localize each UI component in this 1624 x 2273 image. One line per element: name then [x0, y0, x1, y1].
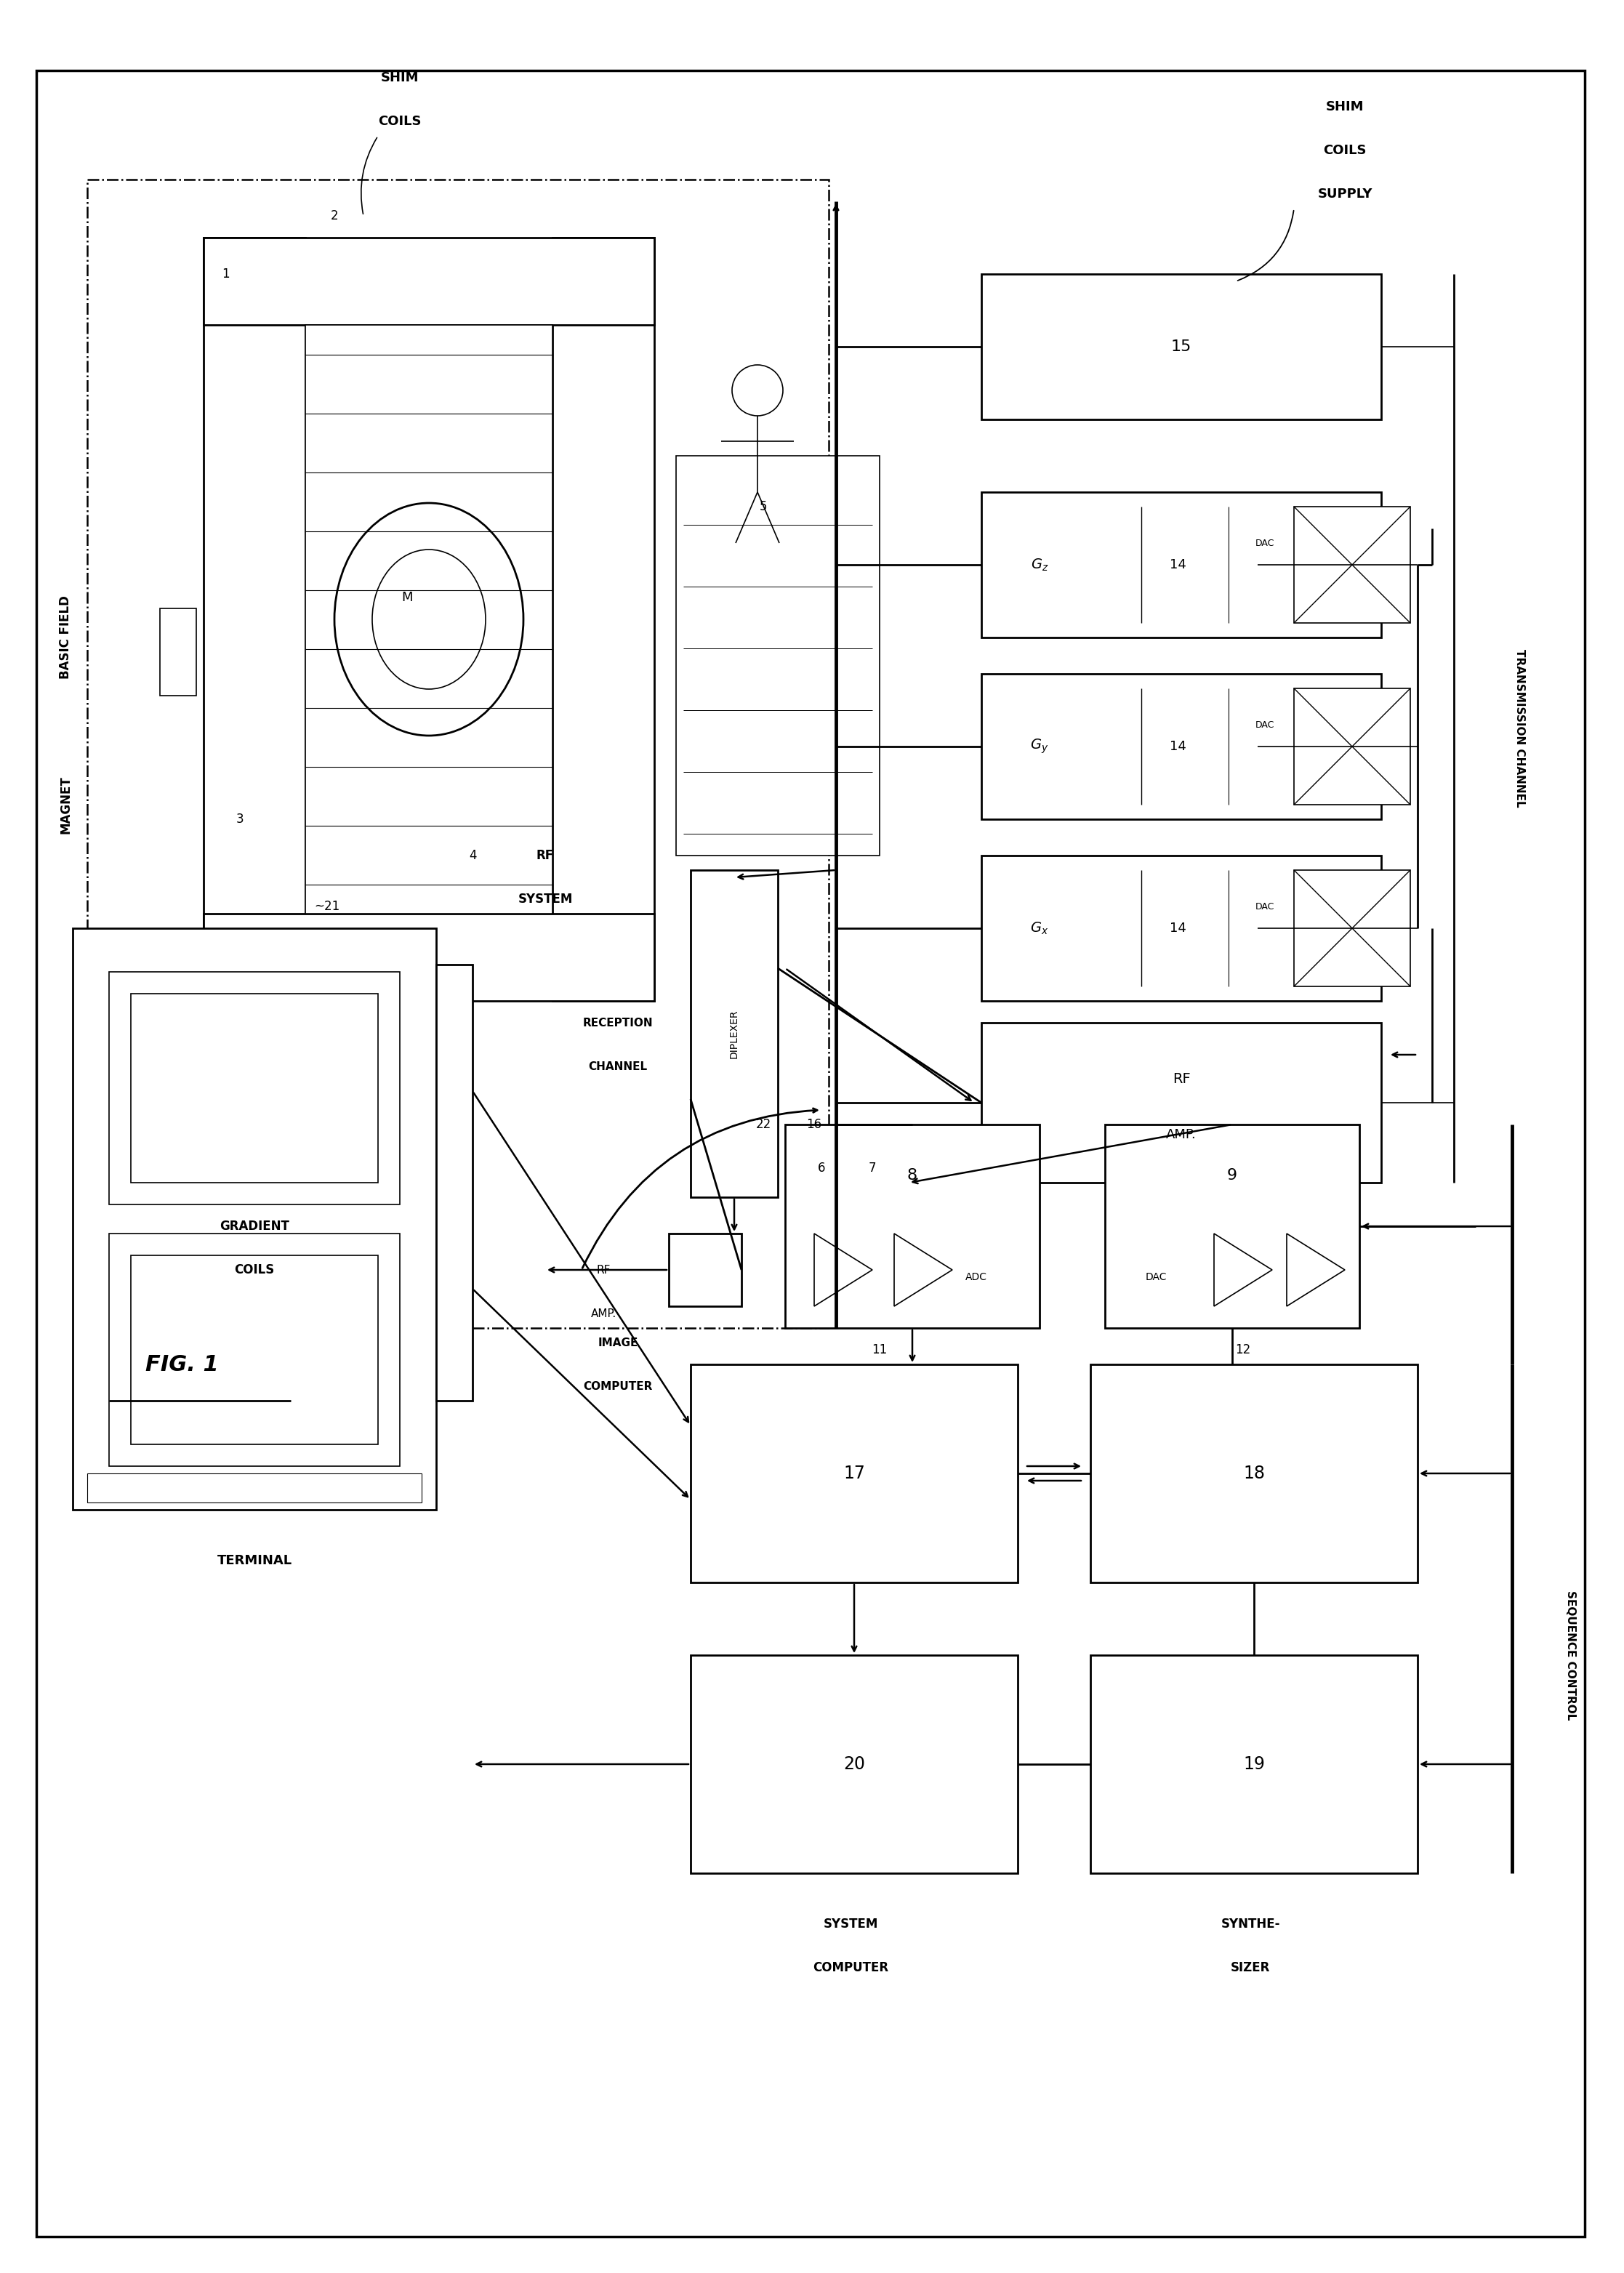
Text: BASIC FIELD: BASIC FIELD: [58, 596, 71, 680]
Bar: [690, 871, 778, 1198]
Bar: [109, 1234, 400, 1466]
Text: 20: 20: [843, 1755, 866, 1773]
Bar: [552, 239, 654, 1000]
Bar: [669, 1234, 742, 1307]
Text: ADC: ADC: [965, 1273, 987, 1282]
Text: ~21: ~21: [315, 900, 339, 914]
Text: RF: RF: [1173, 1073, 1190, 1086]
Text: COMPUTER: COMPUTER: [583, 1380, 653, 1391]
Text: 22: 22: [755, 1118, 771, 1132]
Text: SYNTHE-: SYNTHE-: [1221, 1918, 1280, 1930]
Bar: [1294, 871, 1410, 986]
Text: DAC: DAC: [1255, 902, 1275, 911]
Bar: [784, 1125, 1039, 1327]
Text: CHANNEL: CHANNEL: [588, 1061, 648, 1073]
Bar: [981, 275, 1380, 421]
Text: GRADIENT: GRADIENT: [219, 1221, 289, 1232]
Text: 1: 1: [221, 268, 229, 280]
Text: 2: 2: [331, 209, 338, 223]
Text: 7: 7: [869, 1162, 877, 1175]
Text: AMP.: AMP.: [591, 1307, 615, 1318]
Bar: [88, 180, 828, 1327]
Text: 18: 18: [1242, 1464, 1265, 1482]
Bar: [132, 993, 378, 1182]
Text: SHIM: SHIM: [1325, 100, 1364, 114]
Bar: [203, 914, 654, 1000]
Text: 8: 8: [908, 1168, 918, 1182]
Bar: [203, 239, 654, 325]
Text: 14: 14: [1169, 741, 1186, 752]
Text: 19: 19: [1242, 1755, 1265, 1773]
Bar: [1090, 1364, 1418, 1582]
Text: COMPUTER: COMPUTER: [812, 1962, 888, 1975]
Bar: [305, 325, 552, 914]
Text: RF: RF: [596, 1264, 611, 1275]
Bar: [1104, 1125, 1359, 1327]
Bar: [1294, 507, 1410, 623]
Text: DAC: DAC: [1255, 539, 1275, 548]
Text: $G_z$: $G_z$: [1031, 557, 1049, 573]
Bar: [203, 239, 305, 1000]
Bar: [159, 609, 197, 696]
Text: $G_y$: $G_y$: [1030, 739, 1049, 755]
Text: SHIM: SHIM: [380, 70, 419, 84]
Text: 12: 12: [1236, 1343, 1250, 1357]
Text: DAC: DAC: [1145, 1273, 1166, 1282]
Text: 15: 15: [1171, 339, 1192, 355]
Text: 4: 4: [469, 850, 476, 861]
Text: FIG. 1: FIG. 1: [145, 1355, 218, 1375]
Text: 17: 17: [843, 1464, 866, 1482]
Bar: [981, 855, 1380, 1000]
Text: 14: 14: [1169, 559, 1186, 571]
Bar: [437, 964, 473, 1400]
Bar: [690, 1364, 1018, 1582]
Text: SYSTEM: SYSTEM: [823, 1918, 879, 1930]
Bar: [1294, 689, 1410, 805]
Text: COILS: COILS: [378, 116, 422, 127]
Text: DIPLEXER: DIPLEXER: [729, 1009, 739, 1059]
Text: IMAGE: IMAGE: [598, 1337, 638, 1348]
Text: $G_x$: $G_x$: [1030, 921, 1049, 936]
Text: RF: RF: [536, 850, 554, 861]
Text: 3: 3: [235, 814, 244, 825]
Text: 16: 16: [807, 1118, 822, 1132]
Bar: [690, 1655, 1018, 1873]
Text: COILS: COILS: [1324, 143, 1366, 157]
Bar: [1090, 1655, 1418, 1873]
Text: SEQUENCE CONTROL: SEQUENCE CONTROL: [1566, 1591, 1575, 1721]
Text: TRANSMISSION CHANNEL: TRANSMISSION CHANNEL: [1514, 650, 1525, 807]
Text: SIZER: SIZER: [1231, 1962, 1270, 1975]
Text: 11: 11: [872, 1343, 887, 1357]
Text: RECEPTION: RECEPTION: [583, 1018, 653, 1027]
Text: 6: 6: [817, 1162, 825, 1175]
Bar: [981, 1023, 1380, 1182]
Bar: [676, 457, 880, 855]
Bar: [981, 673, 1380, 818]
Text: 14: 14: [1169, 923, 1186, 934]
Bar: [109, 973, 400, 1205]
Bar: [73, 927, 437, 1509]
Text: MAGNET: MAGNET: [58, 775, 71, 834]
Text: DAC: DAC: [1255, 721, 1275, 730]
Text: AMP.: AMP.: [1166, 1127, 1197, 1141]
Text: COILS: COILS: [234, 1264, 274, 1277]
Text: M: M: [401, 591, 412, 605]
Text: SYSTEM: SYSTEM: [518, 893, 573, 905]
Text: 5: 5: [760, 500, 767, 514]
Text: 9: 9: [1228, 1168, 1237, 1182]
Text: SUPPLY: SUPPLY: [1317, 189, 1372, 200]
Text: TERMINAL: TERMINAL: [218, 1555, 292, 1566]
Bar: [132, 1255, 378, 1443]
Bar: [981, 493, 1380, 636]
Bar: [88, 1473, 422, 1502]
